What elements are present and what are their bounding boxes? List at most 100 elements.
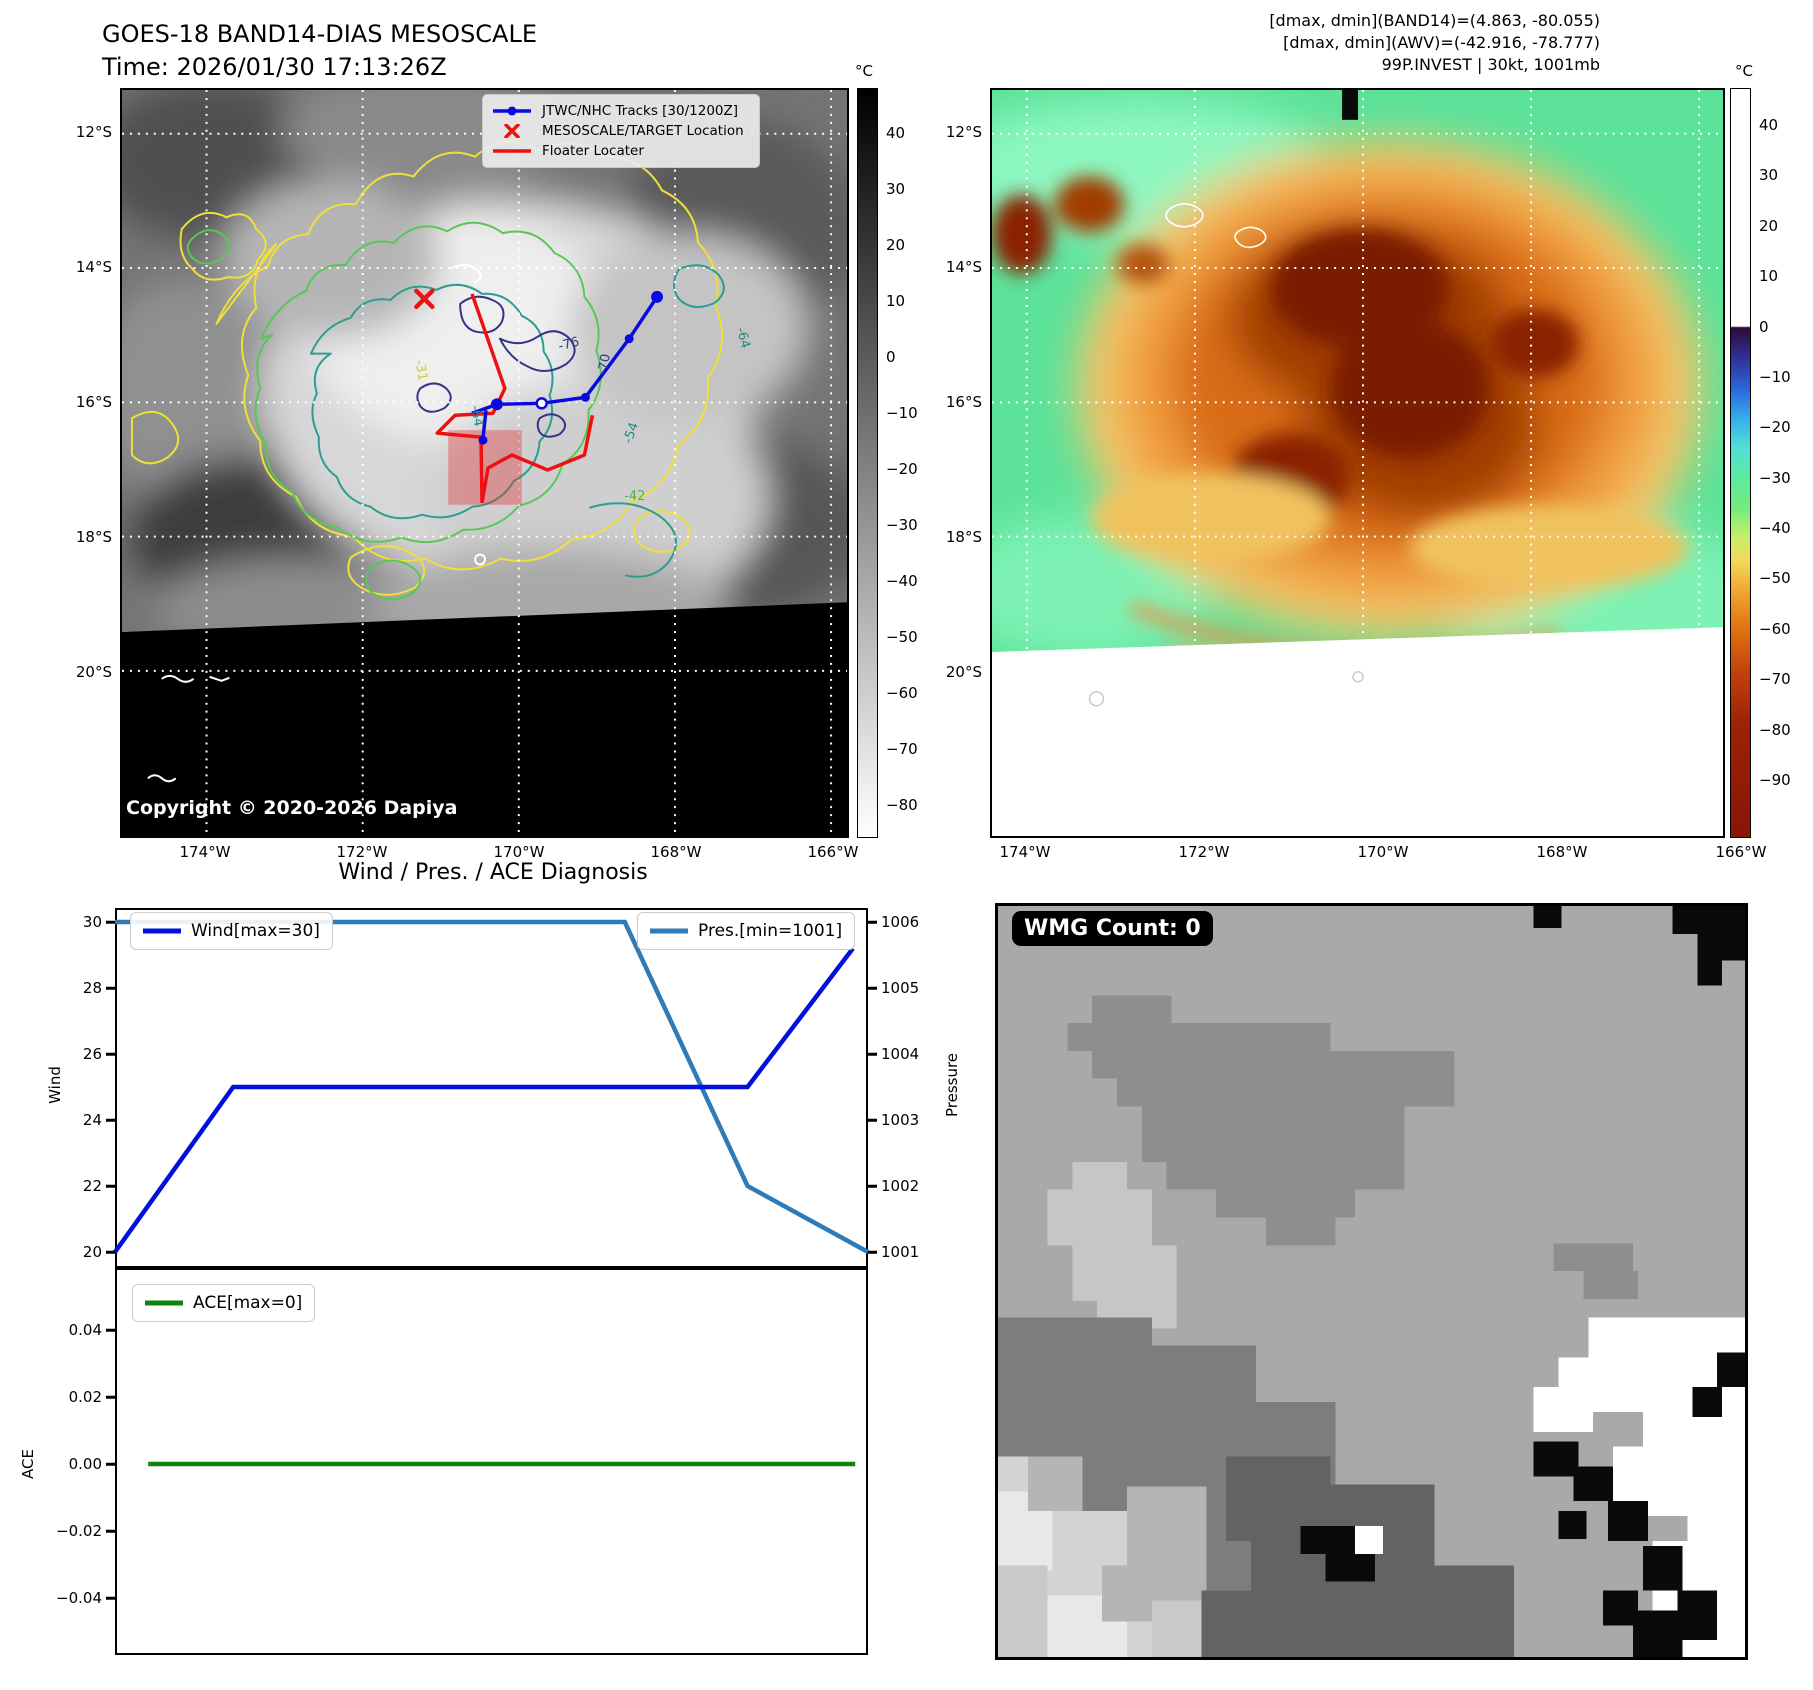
ace-tick-label: 0.00 (32, 1453, 102, 1475)
colorbar-tick-label: −20 (886, 460, 918, 478)
lat-tick-label: 20°S (75, 663, 112, 681)
diagnosis-chart-title: Wind / Pres. / ACE Diagnosis (338, 860, 648, 885)
floater-line-icon (493, 149, 531, 153)
colorbar-tick-label: −40 (886, 572, 918, 590)
title-line1: GOES-18 BAND14-DIAS MESOSCALE (102, 20, 538, 48)
ace-tick-label: 0.02 (32, 1386, 102, 1408)
colorbar-tick-label: −60 (1759, 619, 1791, 638)
wmg-light-patch (1047, 1161, 1177, 1329)
lat-tick-label: 18°S (945, 528, 982, 546)
legend-floater-label: Floater Locater (542, 143, 644, 159)
svg-text:-54: -54 (621, 421, 642, 446)
lon-tick-label: 172°W (336, 843, 388, 861)
lon-tick-label: 170°W (493, 843, 545, 861)
pressure-legend: Pres.[min=1001] (637, 912, 856, 950)
awv-colorbar-unit: °C (1735, 62, 1753, 80)
svg-text:-31: -31 (411, 359, 429, 382)
wind-tick-label: 28 (42, 977, 102, 999)
lat-tick-label: 14°S (75, 258, 112, 276)
svg-text:-76: -76 (557, 335, 581, 355)
colorbar-tick-label: −90 (1759, 770, 1791, 789)
awv-island-outlines (1165, 203, 1267, 249)
info-dmax-awv: [dmax, dmin](AWV)=(-42.916, -78.777) (1283, 33, 1600, 52)
colorbar-tick-label: 30 (886, 180, 906, 198)
wind-legend-swatch (143, 928, 181, 934)
svg-text:-70: -70 (595, 353, 613, 376)
lat-tick-label: 14°S (945, 258, 982, 276)
wmg-pixel-image (998, 906, 1745, 1657)
band14-lat-axis: 12°S 14°S 16°S 18°S 20°S (40, 121, 112, 683)
colorbar-tick-label: −60 (886, 684, 918, 702)
svg-text:-64: -64 (733, 326, 753, 350)
awv-no-data-region (992, 627, 1723, 836)
header-info-block: [dmax, dmin](BAND14)=(4.863, -80.055) [d… (1269, 10, 1600, 76)
colorbar-tick-label: −10 (1759, 367, 1791, 386)
wmg-count-badge: WMG Count: 0 (1012, 911, 1213, 946)
awv-small-islands (1088, 671, 1364, 707)
colorbar-tick-label: −80 (886, 796, 918, 814)
wmg-bottomleft-texture (998, 1456, 1232, 1657)
jtwc-track (471, 290, 664, 445)
lon-tick-label: 168°W (650, 843, 702, 861)
awv-storm-cores (992, 176, 1689, 681)
map-gridlines (122, 90, 847, 836)
legend-row-target: MESOSCALE/TARGET Location (491, 121, 751, 141)
temperature-contours (130, 141, 725, 601)
pressure-tick-label: 1003 (881, 1109, 941, 1131)
colorbar-tick-label: −50 (1759, 569, 1791, 588)
pressure-tick-label: 1004 (881, 1043, 941, 1065)
wmg-panel (995, 903, 1748, 1660)
colorbar-tick-label: −80 (1759, 720, 1791, 739)
ace-legend-swatch (145, 1300, 183, 1306)
lon-tick-label: 174°W (999, 843, 1051, 861)
pressure-tick-label: 1006 (881, 911, 941, 933)
wind-axis-label: Wind (46, 1066, 64, 1104)
pressure-tick-label: 1002 (881, 1175, 941, 1197)
ace-plot (115, 1268, 868, 1655)
ace-legend-label: ACE[max=0] (193, 1293, 303, 1313)
ace-tick-label: −0.04 (32, 1587, 102, 1609)
colorbar-tick-label: 10 (1759, 267, 1779, 286)
colorbar-tick-label: 0 (1759, 317, 1769, 336)
wind-tick-label: 30 (42, 911, 102, 933)
awv-artifact-pixel (1342, 90, 1358, 120)
colorbar-tick-label: 20 (886, 236, 906, 254)
wind-axis-ticks: 30 28 26 24 22 20 (42, 911, 102, 1263)
awv-lat-axis: 12°S 14°S 16°S 18°S 20°S (910, 121, 982, 683)
awv-colorbar-ticks: 40 30 20 10 0 −10 −20 −30 −40 −50 −60 −70 −80 −90 (1759, 114, 1809, 791)
ace-tick-label: −0.02 (32, 1520, 102, 1542)
copyright-text: Copyright © 2020-2026 Dapiya (126, 797, 458, 819)
contour-value-labels: -76 -70 -64 -64 -54 -42 -31 (411, 326, 752, 504)
awv-colorbar (1730, 88, 1751, 838)
lat-tick-label: 12°S (945, 123, 982, 141)
svg-text:-64: -64 (467, 404, 485, 427)
figure-title: GOES-18 BAND14-DIAS MESOSCALE Time: 2026… (102, 18, 537, 84)
wind-tick-label: 20 (42, 1241, 102, 1263)
awv-map-panel (990, 88, 1725, 838)
ace-axis-label: ACE (19, 1449, 37, 1479)
ace-legend: ACE[max=0] (132, 1284, 316, 1322)
wind-tick-label: 26 (42, 1043, 102, 1065)
colorbar-tick-label: −50 (886, 628, 918, 646)
wind-legend-label: Wind[max=30] (191, 921, 320, 941)
lon-tick-label: 172°W (1178, 843, 1230, 861)
colorbar-tick-label: −70 (1759, 670, 1791, 689)
target-location-x-icon (414, 288, 435, 310)
lon-tick-label: 166°W (1715, 843, 1767, 861)
band14-map-image: -76 -70 -64 -64 -54 -42 -31 (122, 90, 847, 836)
awv-map-image (992, 90, 1723, 836)
track-line-icon (493, 106, 531, 116)
colorbar-tick-label: 40 (886, 124, 906, 142)
island-outlines (147, 553, 486, 783)
band14-map-legend: JTWC/NHC Tracks [30/1200Z] MESOSCALE/TAR… (482, 94, 760, 168)
band14-map-panel: -76 -70 -64 -64 -54 -42 -31 (120, 88, 849, 838)
svg-text:-42: -42 (624, 489, 645, 504)
ir-cloud-texture (122, 90, 847, 667)
wmg-black-white-cluster (1300, 1317, 1745, 1657)
pressure-axis-ticks: 1006 1005 1004 1003 1002 1001 (881, 911, 941, 1263)
legend-row-track: JTWC/NHC Tracks [30/1200Z] (491, 101, 751, 121)
title-line2: Time: 2026/01/30 17:13:26Z (102, 53, 447, 81)
info-dmax-band14: [dmax, dmin](BAND14)=(4.863, -80.055) (1269, 11, 1600, 30)
target-x-icon (504, 124, 520, 138)
